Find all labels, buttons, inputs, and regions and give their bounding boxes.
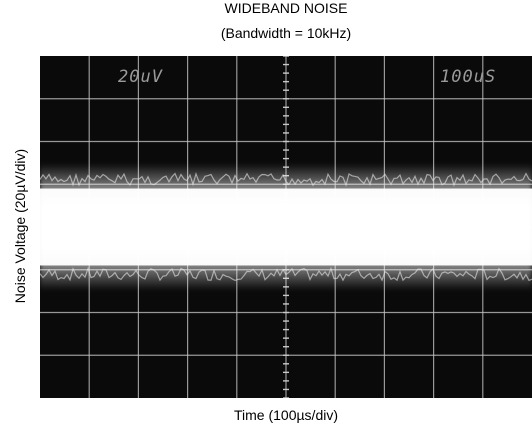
noise-edge-bottom <box>40 266 532 282</box>
noise-edge-top <box>40 171 532 188</box>
vertical-scale-readout: 20uV <box>118 67 163 87</box>
chart-title: WIDEBAND NOISE <box>224 0 348 16</box>
y-axis-label: Noise Voltage (20µV/div) <box>12 148 28 304</box>
chart-subtitle: (Bandwidth = 10kHz) <box>220 25 352 41</box>
oscilloscope-plot: 20uV 100uS <box>40 56 532 398</box>
noise-band-core <box>40 188 532 266</box>
noise-band <box>40 163 532 291</box>
x-axis-label: Time (100µs/div) <box>233 407 338 423</box>
horizontal-scale-readout: 100uS <box>440 67 496 87</box>
